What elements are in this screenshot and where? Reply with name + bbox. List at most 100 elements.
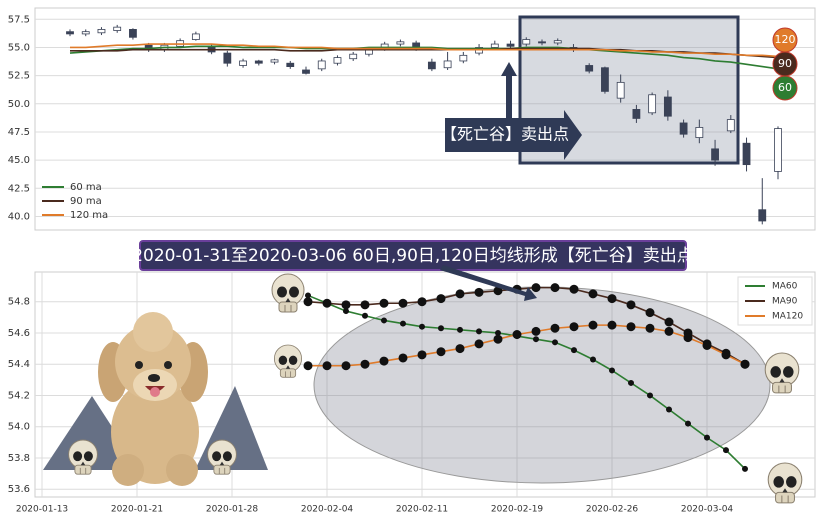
candle-body — [333, 57, 342, 64]
candle-body — [254, 60, 263, 64]
candle-body — [427, 61, 436, 70]
highlight-ellipse — [313, 286, 771, 484]
skull-eye — [278, 355, 288, 365]
candle-body — [223, 52, 232, 64]
marker — [666, 406, 672, 413]
y-tick-label: 54.4 — [8, 359, 30, 370]
annotation: 【死亡谷】卖出点 — [441, 125, 569, 144]
x-tick-label: 2020-02-19 — [491, 505, 544, 515]
skull-eye — [222, 451, 232, 462]
y-tick-label: 53.6 — [8, 484, 30, 495]
marker — [457, 326, 463, 333]
marker — [419, 323, 425, 330]
x-tick-label: 2020-02-11 — [396, 505, 448, 515]
candle-body — [679, 122, 688, 135]
candle-body — [742, 142, 751, 166]
chart-title: 2020-01-31至2020-03-06 60日,90日,120日均线形成【死… — [132, 246, 694, 266]
marker — [438, 325, 444, 332]
marker — [569, 284, 579, 294]
candle-body — [81, 31, 90, 35]
skull-nose — [285, 298, 291, 302]
candle-body — [317, 60, 326, 70]
skull — [68, 439, 98, 475]
marker — [588, 320, 598, 330]
marker — [571, 347, 577, 354]
marker — [360, 359, 370, 369]
marker — [533, 336, 539, 343]
legend-label: MA120 — [772, 312, 803, 322]
marker — [398, 353, 408, 363]
x-tick-label: 2020-02-04 — [301, 505, 354, 515]
marker — [531, 326, 541, 336]
marker — [476, 328, 482, 335]
legend-label: 120 ma — [70, 210, 108, 221]
x-tick-label: 2020-01-21 — [111, 505, 163, 515]
x-tick-label: 2020-03-04 — [681, 505, 734, 515]
candle-body — [129, 29, 137, 38]
candle-body — [286, 62, 295, 67]
up-arrow — [501, 62, 517, 120]
marker — [645, 308, 655, 318]
marker — [723, 447, 729, 454]
skull — [273, 344, 303, 378]
marker — [381, 317, 387, 324]
end-badge — [772, 75, 798, 101]
marker — [683, 333, 693, 343]
skull-nose — [80, 461, 86, 466]
marker — [704, 434, 710, 441]
marker — [455, 289, 465, 299]
y-tick-label: 54.6 — [8, 328, 30, 339]
marker — [702, 340, 712, 350]
y-tick-label: 54.2 — [8, 390, 30, 401]
skull — [207, 439, 237, 475]
marker — [550, 283, 560, 293]
skull-jaw — [278, 301, 298, 313]
candle-body — [490, 43, 499, 48]
marker — [322, 361, 332, 371]
candle-body — [522, 39, 531, 45]
skull-jaw — [775, 491, 795, 504]
skull-eye — [277, 286, 287, 298]
skull — [767, 462, 803, 504]
marker — [400, 320, 406, 327]
x-tick-label: 2020-02-26 — [586, 505, 639, 515]
skull-eye — [289, 286, 299, 298]
skull-eye — [770, 366, 781, 378]
marker — [742, 465, 748, 472]
candle-body — [191, 33, 200, 40]
skull-nose — [219, 461, 225, 466]
marker — [550, 323, 560, 333]
title-box — [139, 240, 687, 271]
marker — [379, 298, 389, 308]
candle-body — [616, 81, 625, 99]
candle-body — [239, 60, 247, 66]
candle-body — [302, 69, 310, 74]
marker — [303, 297, 313, 307]
y-tick-label: 40.0 — [8, 211, 30, 222]
end-label: 60 — [778, 81, 792, 94]
marker — [664, 317, 674, 327]
end-label: 120 — [775, 33, 796, 46]
candle-body — [506, 43, 515, 47]
candle-body — [459, 54, 468, 62]
marker — [360, 300, 370, 310]
skull-eye — [773, 476, 784, 488]
marker — [417, 297, 427, 307]
skull-nose — [779, 378, 785, 383]
candle-body — [663, 96, 672, 117]
marker — [322, 298, 332, 308]
candle-body — [538, 41, 546, 44]
marker — [379, 356, 389, 366]
annotation-arrow — [445, 110, 582, 160]
marker — [305, 292, 311, 299]
y-tick-label: 54.8 — [8, 297, 30, 308]
skull-jaw — [213, 464, 231, 475]
marker — [626, 322, 636, 332]
marker — [590, 356, 596, 363]
marker — [493, 334, 503, 344]
skull-jaw — [772, 381, 792, 394]
marker — [512, 330, 522, 339]
marker — [474, 339, 484, 349]
candle-body — [66, 31, 74, 35]
